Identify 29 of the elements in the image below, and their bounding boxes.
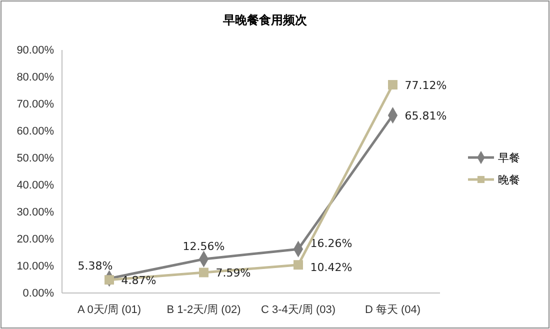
data-label: 77.12% bbox=[404, 78, 447, 92]
y-tick-label: 30.00% bbox=[16, 206, 54, 219]
data-label: 12.56% bbox=[182, 240, 225, 254]
data-label: 7.59% bbox=[216, 266, 251, 280]
y-tick-label: 70.00% bbox=[16, 98, 54, 111]
x-tick-label: A 0天/周 (01) bbox=[77, 304, 142, 316]
data-label: 5.38% bbox=[78, 259, 113, 272]
y-tick-label: 10.00% bbox=[16, 260, 54, 273]
y-tick-label: 0.00% bbox=[22, 288, 54, 300]
chart-title: 早晚餐食用频次 bbox=[222, 13, 308, 27]
x-tick-label: B 1-2天/周 (02) bbox=[166, 304, 241, 316]
y-tick-label: 20.00% bbox=[16, 234, 54, 246]
y-tick-label: 80.00% bbox=[16, 72, 54, 84]
legend-label: 早餐 bbox=[498, 152, 520, 164]
point bbox=[294, 260, 303, 270]
legend-label: 晚餐 bbox=[498, 174, 520, 186]
point bbox=[104, 275, 114, 285]
x-tick-label: C 3-4天/周 (03) bbox=[260, 304, 336, 316]
data-label: 4.87% bbox=[121, 274, 156, 287]
data-label: 65.81% bbox=[404, 109, 447, 122]
y-tick-label: 60.00% bbox=[16, 126, 54, 138]
x-tick-label: D 每天 (04) bbox=[364, 304, 421, 316]
data-label: 16.26% bbox=[310, 237, 352, 250]
y-tick-label: 50.00% bbox=[16, 152, 54, 165]
data-label: 10.42% bbox=[310, 260, 352, 274]
y-tick-label: 90.00% bbox=[16, 44, 54, 57]
point bbox=[388, 80, 398, 90]
point bbox=[199, 268, 208, 278]
y-tick-label: 40.00% bbox=[16, 180, 54, 192]
